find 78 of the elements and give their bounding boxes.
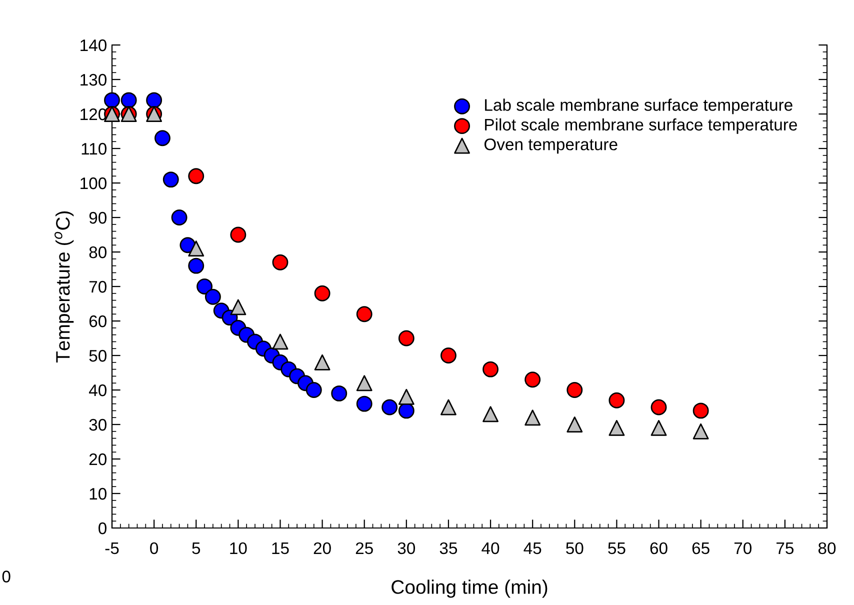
point: [356, 375, 372, 392]
x-tick-label: 5: [192, 542, 200, 554]
point: [398, 388, 414, 405]
point: [608, 392, 625, 408]
y-tick-label: 0: [98, 522, 106, 534]
x-tick-label: 75: [776, 542, 794, 554]
point: [398, 402, 414, 419]
x-tick-label: -5: [105, 542, 119, 554]
point: [356, 306, 372, 322]
point: [314, 285, 330, 302]
x-tick-label: 50: [566, 542, 584, 554]
x-tick-label: 10: [230, 542, 247, 554]
y-tick-label: 140: [80, 39, 106, 52]
point: [188, 168, 204, 184]
point: [314, 354, 330, 370]
x-tick-label: 35: [440, 542, 458, 554]
point: [566, 382, 583, 398]
point: [608, 420, 625, 436]
x-tick-label: 20: [314, 542, 331, 554]
point: [272, 334, 288, 350]
point: [331, 385, 348, 402]
point: [204, 288, 221, 305]
y-tick-label: 130: [80, 74, 106, 86]
point: [440, 399, 456, 416]
y-tick-label: 50: [89, 350, 106, 362]
y-tick-label: 10: [90, 488, 106, 500]
legend-label: Pilot scale membrane surface temperature: [485, 118, 797, 134]
point: [162, 172, 179, 188]
point: [230, 226, 246, 243]
x-tick-label: 70: [734, 542, 752, 554]
point: [230, 299, 246, 316]
x-tick-label: 60: [650, 542, 668, 554]
point: [566, 416, 583, 432]
x-tick-label: 30: [398, 542, 416, 554]
point: [382, 399, 398, 416]
x-tick-label: 55: [608, 542, 626, 554]
x-tick-label: 25: [356, 542, 373, 554]
point: [650, 420, 667, 436]
x-tick-label: 40: [482, 542, 500, 554]
x-axis-title: Cooling time (min): [392, 580, 548, 598]
point: [692, 402, 709, 419]
point: [188, 240, 204, 257]
legend-label: Lab scale membrane surface temperature: [485, 98, 792, 114]
point: [356, 396, 372, 412]
point: [692, 423, 709, 440]
point: [482, 361, 499, 378]
point: [272, 254, 288, 270]
point: [650, 399, 667, 416]
y-tick-label: 100: [80, 177, 106, 190]
y-tick-label: 20: [89, 453, 106, 466]
point: [154, 130, 170, 146]
legend-label: Oven temperature: [484, 138, 618, 154]
point: [146, 92, 162, 108]
point: [440, 348, 456, 364]
y-tick-label: 40: [88, 384, 106, 396]
point: [482, 406, 499, 422]
y-tick-label: 110: [82, 142, 106, 155]
y-tick-label: 90: [89, 212, 106, 224]
point: [171, 210, 188, 226]
x-tick-label: 45: [524, 542, 542, 554]
point: [524, 372, 541, 388]
y-tick-label: 70: [89, 280, 106, 293]
y-tick-label: 60: [89, 315, 106, 328]
point: [306, 382, 322, 398]
x-tick-label: 0: [150, 542, 158, 554]
point: [120, 92, 137, 108]
x-tick-label: 80: [818, 542, 836, 554]
y-axis-title: Temperature ($^{o}$C): [54, 211, 74, 362]
y-tick-label: 80: [89, 246, 106, 258]
point: [524, 410, 541, 426]
point: [188, 258, 204, 274]
point: [196, 278, 213, 294]
x-tick-label: 15: [272, 542, 289, 554]
point: [104, 92, 120, 108]
point: [398, 330, 414, 346]
x-tick-label: 65: [692, 542, 710, 554]
y-tick-label: 30: [89, 418, 106, 431]
text: 0: [2, 570, 10, 582]
